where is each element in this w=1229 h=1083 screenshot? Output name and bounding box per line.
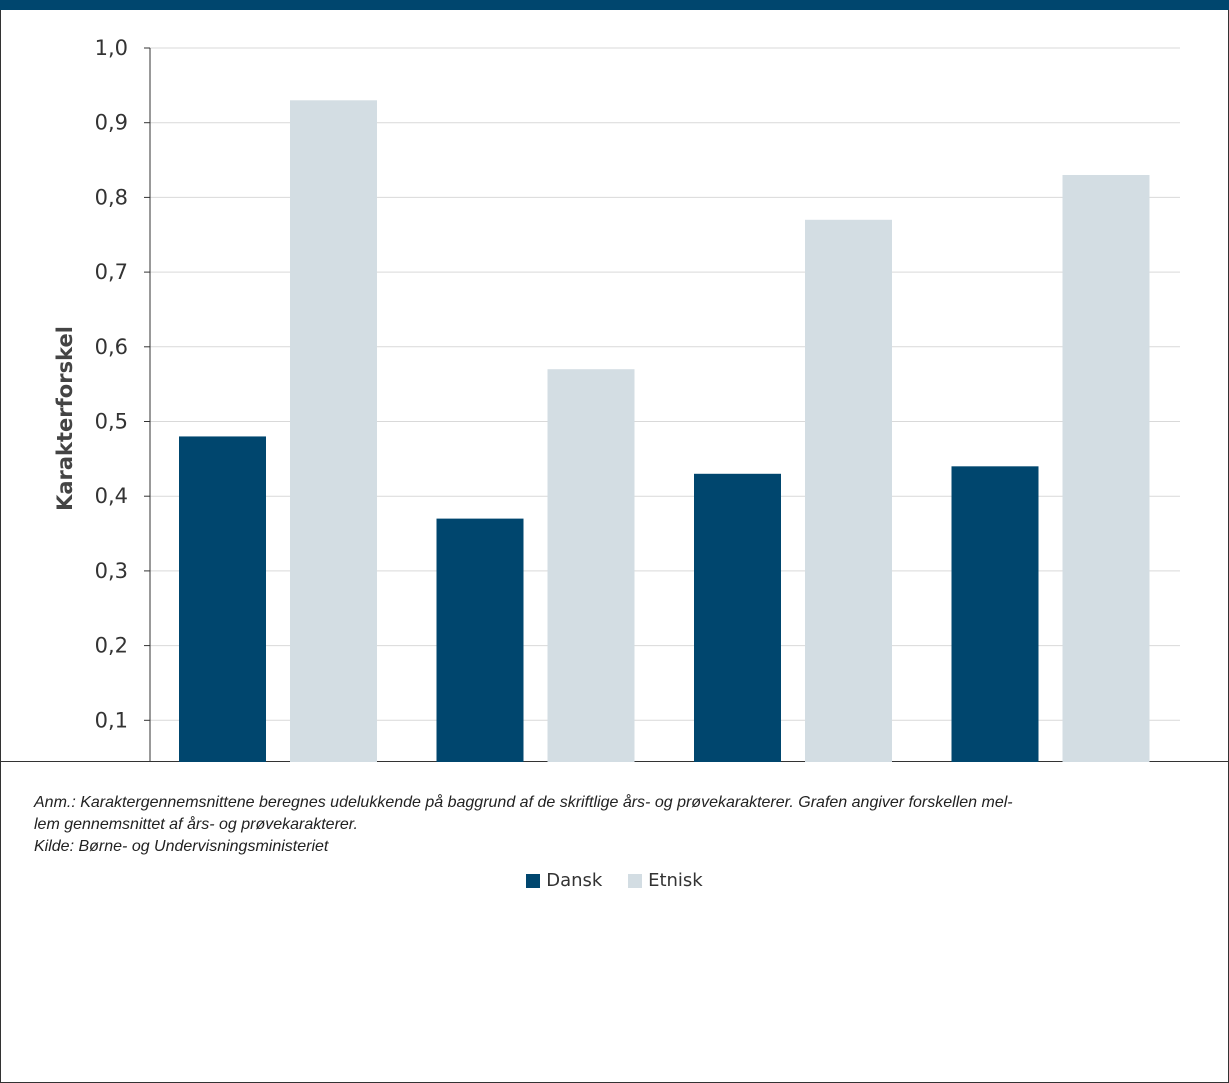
bar-etnisk-stx	[290, 100, 377, 762]
y-tick-label: 1,0	[95, 36, 128, 60]
note-kilde: Kilde: Børne- og Undervisningsministerie…	[34, 838, 329, 855]
y-tick-label: 0,9	[95, 111, 128, 135]
legend-label-dansk: Dansk	[546, 870, 603, 891]
legend: Dansk Etnisk	[0, 870, 1229, 893]
y-axis-title: Karakterforskel	[53, 326, 77, 511]
bar-etnisk-hhx	[547, 369, 635, 762]
note-anm-line1: Anm.: Karaktergennemsnittene beregnes ud…	[34, 794, 1013, 811]
legend-label-etnisk: Etnisk	[648, 870, 703, 891]
y-tick-label: 0,5	[95, 410, 128, 434]
y-tick-label: 0,2	[95, 634, 128, 658]
bar-chart: 0,00,10,20,30,40,50,60,70,80,91,0STXHHXH…	[53, 36, 1180, 762]
y-tick-label: 0,3	[95, 559, 128, 583]
y-tick-label: 0,8	[95, 185, 128, 209]
bar-etnisk-htx	[805, 219, 892, 762]
top-bar	[0, 0, 1229, 10]
y-tick-label: 0,1	[95, 708, 128, 732]
notes: Anm.: Karaktergennemsnittene beregnes ud…	[34, 792, 1204, 858]
legend-swatch-dansk	[526, 873, 541, 888]
legend-item-dansk: Dansk	[526, 870, 602, 891]
bar-dansk-stx	[179, 436, 266, 762]
bar-dansk-htx	[694, 473, 781, 762]
legend-swatch-etnisk	[628, 873, 643, 888]
bar-dansk-hhx	[436, 518, 524, 762]
chart-area: 0,00,10,20,30,40,50,60,70,80,91,0STXHHXH…	[0, 10, 1229, 762]
y-tick-label: 0,6	[95, 335, 128, 359]
bar-dansk-i-alt	[951, 466, 1039, 762]
note-anm-line2: lem gennemsnittet af års- og prøvekarakt…	[34, 816, 358, 833]
y-tick-label: 0,4	[95, 484, 128, 508]
y-tick-label: 0,7	[95, 260, 128, 284]
legend-item-etnisk: Etnisk	[628, 870, 703, 891]
bar-etnisk-i-alt	[1062, 174, 1150, 762]
